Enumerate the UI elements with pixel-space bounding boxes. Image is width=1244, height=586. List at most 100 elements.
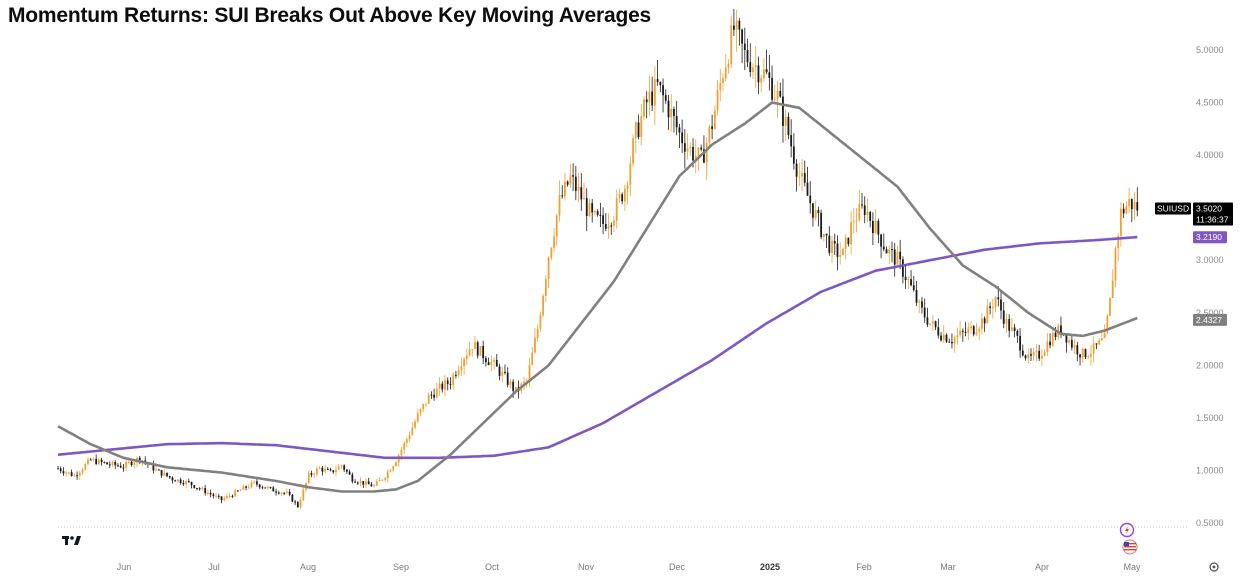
- candle-body: [972, 326, 975, 335]
- candle-body: [634, 122, 637, 139]
- candle-body: [626, 184, 629, 189]
- candle-body: [869, 211, 872, 221]
- candle-body: [463, 359, 465, 367]
- time-tick: Jun: [117, 562, 132, 572]
- candle-body: [836, 243, 839, 257]
- candle-body: [931, 321, 934, 324]
- settings-gear-icon[interactable]: [1209, 562, 1219, 572]
- candle-body: [234, 490, 237, 497]
- candle-body: [678, 127, 681, 133]
- candle-body: [70, 472, 73, 476]
- tradingview-logo[interactable]: [62, 536, 81, 545]
- candle-body: [831, 240, 833, 253]
- candle-body: [250, 482, 253, 488]
- candle-body: [566, 181, 569, 185]
- candle-body: [351, 474, 354, 482]
- candle-body: [395, 462, 397, 467]
- candle-body: [940, 335, 942, 341]
- candle-body: [354, 481, 356, 483]
- candle-body: [784, 116, 787, 126]
- candle-body: [482, 345, 485, 359]
- candle-body: [97, 459, 100, 465]
- candle-body: [419, 408, 422, 414]
- candle-body: [446, 380, 449, 384]
- candle-body: [989, 306, 992, 308]
- candle-body: [356, 482, 359, 484]
- us-flag-icon[interactable]: [1122, 539, 1138, 555]
- candle-body: [1125, 206, 1128, 214]
- candle-body: [550, 247, 553, 258]
- candle-body: [370, 484, 373, 487]
- candle-body: [81, 469, 84, 473]
- candle-body: [594, 211, 596, 213]
- candle-body: [239, 489, 242, 491]
- time-tick: Aug: [300, 562, 316, 572]
- price-axis[interactable]: 5.0000 4.5000 4.0000 3.0000 2.5000 2.0000 1.50…: [1196, 45, 1224, 528]
- candle-body: [929, 323, 932, 325]
- price-tick: 2.0000: [1196, 360, 1224, 370]
- candle-body: [847, 237, 850, 245]
- candle-body: [185, 481, 187, 485]
- candle-body: [441, 383, 444, 390]
- candle-body: [378, 479, 381, 482]
- candle-body: [681, 132, 684, 144]
- candle-body: [1130, 198, 1133, 210]
- candle-body: [724, 67, 727, 79]
- candle-body: [683, 143, 686, 152]
- candle-body: [776, 90, 779, 99]
- price-tick: 5.0000: [1196, 45, 1224, 55]
- candle-body: [299, 500, 302, 508]
- candle-body: [247, 487, 250, 489]
- candle-body: [68, 472, 70, 474]
- price-tick: 2.5000: [1196, 308, 1224, 318]
- candle-body: [512, 381, 515, 391]
- candle-body: [801, 173, 803, 177]
- candle-body: [961, 330, 964, 332]
- candle-body: [498, 366, 501, 376]
- candle-body: [588, 203, 591, 216]
- candle-body: [1008, 319, 1011, 331]
- candle-body: [283, 492, 286, 494]
- candle-body: [539, 315, 542, 329]
- candle-body: [773, 98, 776, 100]
- candle-body: [738, 20, 741, 30]
- candle-body: [381, 479, 384, 481]
- candle-body: [637, 122, 640, 138]
- candle-body: [733, 25, 735, 30]
- time-axis[interactable]: Jun Jul Aug Sep Oct Nov Dec 2025 Feb Mar Apr May: [117, 562, 1141, 572]
- candle-body: [842, 248, 844, 255]
- candle-body: [912, 285, 915, 291]
- candle-body: [564, 181, 566, 197]
- candle-body: [204, 488, 207, 494]
- candle-body: [198, 488, 201, 490]
- candle-body: [313, 474, 316, 476]
- candle-body: [1117, 235, 1120, 249]
- candle-body: [656, 79, 659, 82]
- candle-body: [585, 198, 588, 216]
- candle-body: [226, 495, 228, 499]
- time-tick: Oct: [485, 562, 500, 572]
- candle-body: [430, 394, 433, 396]
- time-tick: Jul: [208, 562, 220, 572]
- candle-body: [1021, 350, 1024, 356]
- price-tick: 4.0000: [1196, 150, 1224, 160]
- candle-body: [697, 147, 700, 156]
- candle-body: [256, 481, 258, 485]
- candle-body: [455, 374, 457, 376]
- candle-body: [891, 249, 893, 251]
- time-tick: Feb: [856, 562, 872, 572]
- news-icon[interactable]: [1119, 522, 1135, 538]
- candle-body: [880, 234, 882, 247]
- candle-body: [833, 240, 836, 244]
- candle-body: [708, 126, 711, 143]
- candle-body: [509, 381, 512, 385]
- candle-body: [888, 249, 891, 254]
- candle-body: [792, 146, 795, 164]
- candle-body: [757, 65, 760, 83]
- candle-body: [416, 413, 419, 422]
- price-tick: 4.5000: [1196, 98, 1224, 108]
- candle-body: [367, 481, 370, 485]
- candle-body: [1073, 345, 1076, 348]
- candle-body: [277, 492, 280, 494]
